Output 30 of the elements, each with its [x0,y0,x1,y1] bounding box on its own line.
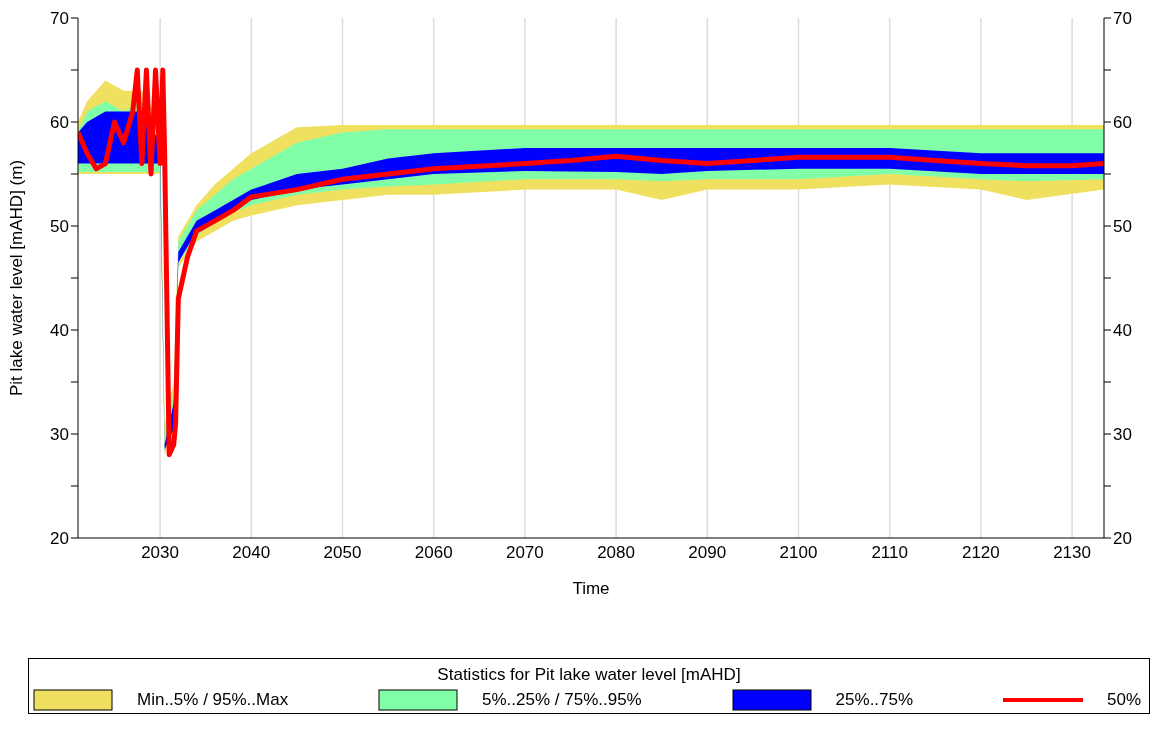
x-tick-label: 2030 [141,543,179,563]
x-tick-label: 2090 [688,543,727,563]
x-tick-label: 2040 [232,543,271,563]
y-tick-label: 60 [50,113,69,133]
legend-label: 50% [1106,690,1141,710]
y-tick-label: 30 [50,425,69,445]
legend-label: 5%..25% / 75%..95% [482,690,642,710]
x-tick-label: 2110 [871,543,908,563]
x-tick-label: 2080 [597,543,635,563]
x-tick-label: 2100 [779,543,818,563]
legend-label: Min..5% / 95%..Max [137,690,289,710]
x-tick-label: 2070 [505,543,544,563]
y2-tick-label: 30 [1113,425,1132,445]
y-tick-label: 70 [50,9,69,29]
y2-tick-label: 50 [1113,217,1132,237]
y2-tick-label: 40 [1113,321,1132,341]
y-axis-title: Pit lake water level [mAHD] (m) [7,159,27,397]
legend-title: Statistics for Pit lake water level [mAHD] [436,665,742,685]
y-tick-label: 20 [50,529,69,549]
x-tick-label: 2060 [414,543,453,563]
legend-label: 25%..75% [835,690,914,710]
x-tick-label: 2050 [323,543,362,563]
y2-tick-label: 70 [1113,9,1132,29]
x-tick-label: 2120 [961,543,1000,563]
y2-tick-label: 20 [1113,529,1132,549]
x-tick-label: 2130 [1053,543,1091,563]
y-tick-label: 40 [50,321,69,341]
y2-tick-label: 60 [1113,113,1132,133]
y-tick-label: 50 [50,217,69,237]
x-axis-title: Time [572,579,610,598]
